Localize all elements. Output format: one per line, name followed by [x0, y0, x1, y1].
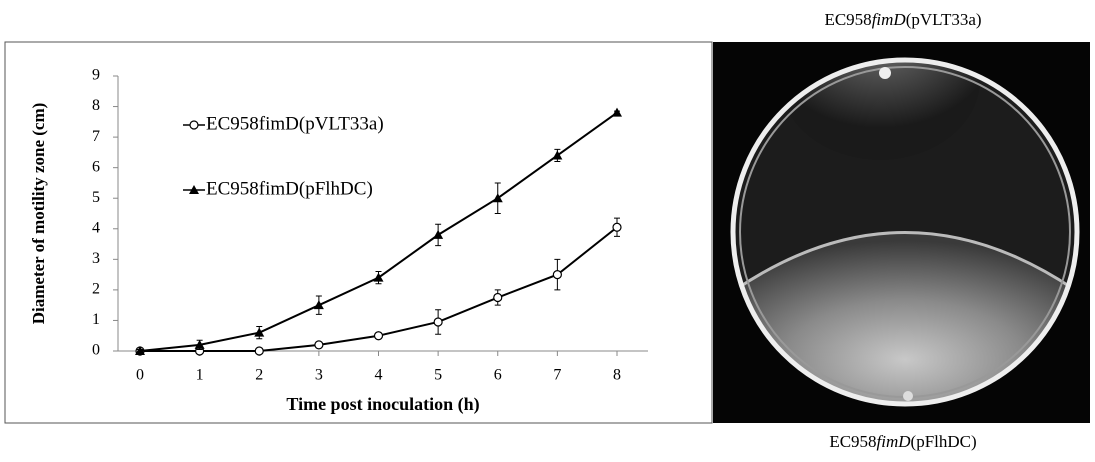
x-tick-label: 5: [434, 367, 442, 384]
y-tick-label: 3: [92, 250, 100, 267]
photo-top-label: EC958fimD(pVLT33a): [824, 10, 981, 29]
x-axis-label: Time post inoculation (h): [286, 394, 479, 415]
point: [612, 222, 622, 232]
dish-rim: [730, 57, 1080, 407]
y-tick-label: 1: [92, 311, 100, 328]
chart-frame: [4, 41, 713, 424]
inoculation-spot: [879, 67, 891, 79]
x-tick-label: 6: [494, 367, 502, 384]
point: [135, 346, 145, 355]
point: [493, 292, 503, 303]
y-tick-label: 9: [92, 67, 100, 84]
y-tick-label: 6: [92, 158, 100, 175]
plot: 0 1 2 3 4 5 6 7 8 9 0 1 2 3 4 5 6 7 8 Time post inoculation…: [29, 67, 648, 415]
legend-marker: [189, 185, 199, 194]
point: [313, 300, 324, 310]
photo-bottom-label: EC958fimD(pFlhDC): [829, 432, 976, 451]
point: [314, 340, 324, 350]
point: [612, 107, 622, 117]
point: [254, 346, 264, 356]
point: [433, 229, 444, 239]
x-tick-label: 3: [315, 367, 323, 384]
inoculation-spot: [903, 391, 913, 401]
point: [552, 270, 562, 280]
point: [194, 339, 205, 349]
point: [433, 317, 443, 327]
y-axis-label: Diameter of motility zone (cm): [29, 103, 48, 325]
point: [492, 193, 503, 203]
x-tick-label: 4: [375, 367, 383, 384]
y-tick-label: 0: [92, 342, 100, 359]
legend-label: EC958fimD(pVLT33a): [206, 113, 384, 134]
point: [552, 150, 563, 160]
x-tick-label: 2: [255, 367, 263, 384]
y-tick-label: 7: [92, 128, 100, 145]
point: [254, 327, 265, 337]
y-tick-label: 8: [92, 97, 100, 114]
point: [373, 272, 384, 282]
y-tick-label: 5: [92, 189, 100, 206]
x-tick-label: 8: [613, 367, 621, 384]
point: [373, 331, 384, 341]
legend-marker: [189, 120, 199, 130]
y-tick-label: 4: [92, 219, 100, 236]
legend-label: EC958fimD(pFlhDC): [206, 178, 373, 199]
dish-content: [735, 62, 1075, 402]
x-tick-label: 0: [136, 367, 144, 384]
x-tick-label: 7: [553, 367, 561, 384]
y-tick-label: 2: [92, 281, 100, 298]
x-tick-label: 1: [196, 367, 204, 384]
